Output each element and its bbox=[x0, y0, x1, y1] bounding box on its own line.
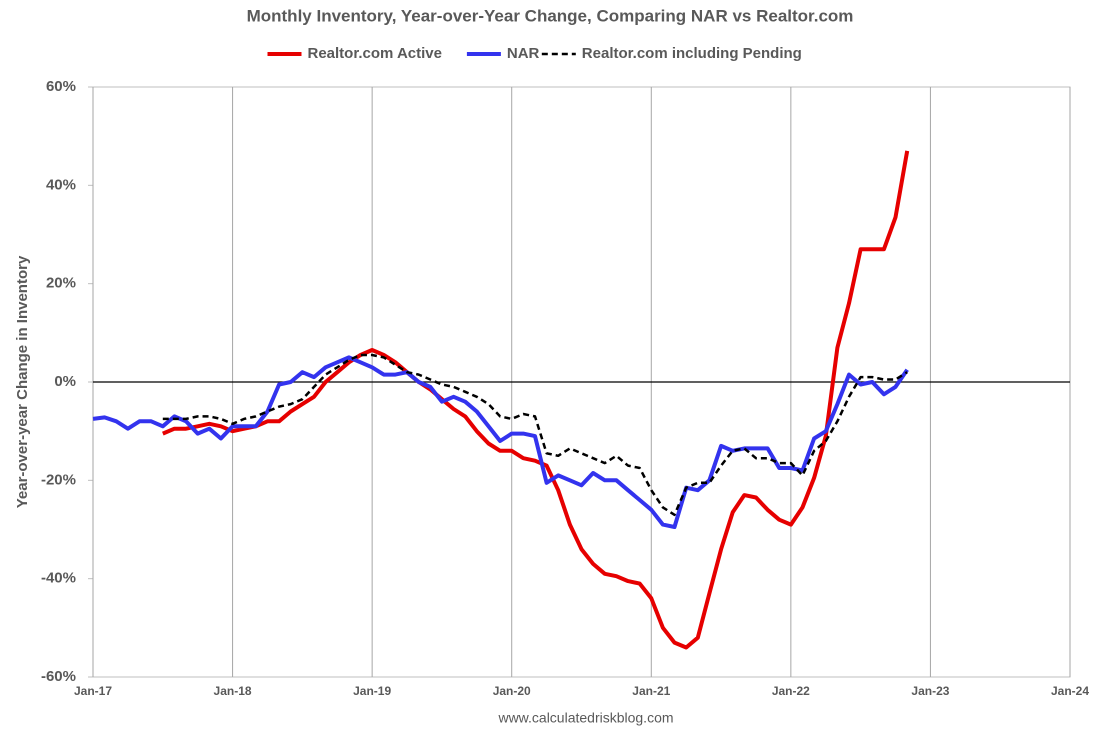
x-tick-label: Jan-21 bbox=[632, 684, 670, 698]
x-tick-label: Jan-24 bbox=[1051, 684, 1089, 698]
series-line bbox=[162, 150, 910, 650]
y-tick-label: 20% bbox=[46, 275, 76, 292]
x-tick-label: Jan-23 bbox=[911, 684, 949, 698]
series-line bbox=[92, 355, 909, 529]
legend-label: NAR bbox=[507, 45, 540, 62]
y-tick-label: 0% bbox=[54, 373, 76, 390]
x-tick-label: Jan-17 bbox=[74, 684, 112, 698]
legend-label: Realtor.com Active bbox=[308, 45, 443, 62]
y-tick-label: 60% bbox=[46, 78, 76, 95]
y-tick-label: -20% bbox=[41, 471, 76, 488]
source: www.calculatedriskblog.com bbox=[497, 710, 673, 726]
chart-title: Monthly Inventory, Year-over-Year Change… bbox=[247, 6, 854, 25]
y-tick-label: 40% bbox=[46, 176, 76, 193]
x-tick-label: Jan-22 bbox=[772, 684, 810, 698]
x-tick-label: Jan-18 bbox=[214, 684, 252, 698]
series-line bbox=[162, 353, 908, 517]
legend-label: Realtor.com including Pending bbox=[582, 45, 802, 62]
x-tick-label: Jan-19 bbox=[353, 684, 391, 698]
x-tick-label: Jan-20 bbox=[493, 684, 531, 698]
y-tick-label: -60% bbox=[41, 668, 76, 685]
y-tick-label: -40% bbox=[41, 570, 76, 587]
y-axis-label: Year-over-year Change in Inventory bbox=[14, 255, 31, 508]
